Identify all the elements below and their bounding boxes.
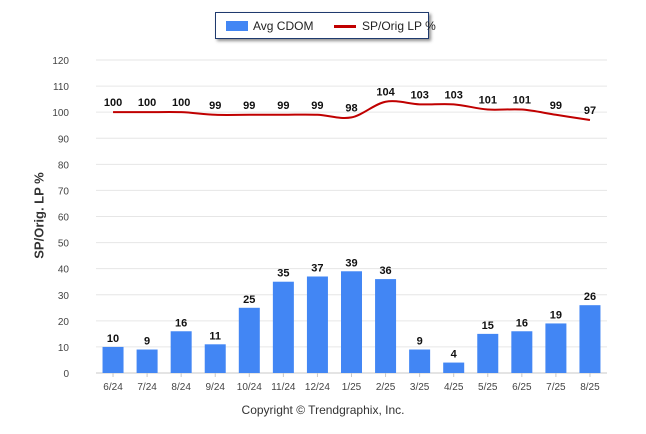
y-tick-label: 60 [58, 213, 70, 224]
x-tick-label: 8/25 [580, 382, 600, 393]
y-tick-label: 0 [63, 369, 69, 380]
line-path [113, 100, 591, 121]
y-tick-label: 100 [52, 108, 69, 119]
bar [272, 281, 294, 373]
x-tick-label: 8/24 [171, 382, 191, 393]
x-tick-label: 3/25 [410, 382, 430, 393]
bar-labels: 10 9 16 11 25 35 37 39 36 9 4 15 16 19 26 [107, 257, 596, 360]
line-value-label: 100 [104, 97, 122, 109]
bar [204, 344, 226, 373]
line-series [113, 100, 591, 121]
bar [477, 333, 499, 373]
x-tick-label: 2/25 [376, 382, 396, 393]
x-tick-label: 6/25 [512, 382, 532, 393]
line-value-label: 101 [513, 95, 531, 107]
line-value-label: 99 [311, 100, 323, 112]
x-tick-label: 6/24 [103, 382, 123, 393]
bar [409, 349, 431, 373]
line-value-label: 97 [584, 105, 596, 117]
line-value-label: 103 [445, 89, 463, 101]
bar-value-label: 19 [550, 309, 562, 321]
x-axis-ticks: 6/24 7/24 8/24 9/24 10/24 11/24 12/24 1/25 2/25 3… [103, 373, 600, 393]
line-value-label: 100 [172, 97, 190, 109]
x-tick-label: 7/24 [137, 382, 157, 393]
legend-label-sp-orig-lp: SP/Orig LP % [362, 19, 436, 33]
bar [341, 271, 362, 373]
x-tick-label: 1/25 [342, 382, 362, 393]
bar-value-label: 16 [516, 317, 528, 329]
x-tick-label: 5/25 [478, 382, 498, 393]
bar-value-label: 39 [345, 257, 357, 269]
y-tick-label: 50 [58, 239, 70, 250]
bar-series [102, 271, 601, 373]
line-labels: 100 100 100 99 99 99 99 98 104 103 103 101 101 99 97 [104, 87, 596, 117]
y-tick-label: 20 [58, 317, 70, 328]
bar-value-label: 37 [311, 262, 323, 274]
copyright: Copyright © Trendgraphix, Inc. [241, 403, 405, 417]
line-value-label: 104 [376, 87, 395, 99]
bar [238, 307, 260, 373]
x-tick-label: 9/24 [205, 382, 225, 393]
line-value-label: 103 [410, 89, 428, 101]
line-value-label: 99 [550, 100, 562, 112]
y-tick-label: 70 [58, 186, 70, 197]
line-value-label: 101 [479, 95, 497, 107]
bar [306, 276, 328, 373]
bar [511, 331, 533, 373]
line-value-label: 99 [209, 100, 221, 112]
y-axis-ticks: 0 10 20 30 40 50 60 70 80 90 100 110 120 [52, 56, 69, 380]
y-tick-label: 40 [58, 265, 70, 276]
bar-value-label: 15 [482, 320, 494, 332]
line-value-label: 100 [138, 97, 156, 109]
x-tick-label: 12/24 [305, 382, 330, 393]
bar-value-label: 36 [379, 265, 391, 277]
bar-value-label: 9 [144, 336, 150, 348]
y-tick-label: 80 [58, 160, 70, 171]
x-tick-label: 4/25 [444, 382, 464, 393]
bar-value-label: 10 [107, 333, 119, 345]
bar [443, 362, 465, 373]
y-tick-label: 30 [58, 291, 70, 302]
bar [375, 279, 397, 373]
bar-value-label: 11 [209, 330, 221, 342]
bar-value-label: 16 [175, 317, 187, 329]
legend-line-swatch [334, 25, 356, 28]
x-tick-label: 7/25 [546, 382, 566, 393]
bar [102, 346, 124, 373]
legend-label-avg-cdom: Avg CDOM [253, 19, 314, 33]
bar [579, 305, 601, 373]
y-tick-label: 110 [53, 82, 69, 93]
x-tick-label: 11/24 [271, 382, 296, 393]
legend: Avg CDOM SP/Orig LP % [215, 12, 436, 39]
legend-bar-swatch [226, 21, 248, 31]
y-axis-title: SP/Orig. LP % [31, 172, 47, 259]
line-value-label: 99 [243, 100, 255, 112]
bar-value-label: 4 [451, 349, 458, 361]
line-value-label: 99 [277, 100, 289, 112]
x-tick-label: 10/24 [237, 382, 262, 393]
line-value-label: 98 [345, 102, 357, 114]
bar-value-label: 9 [417, 336, 423, 348]
bar-value-label: 26 [584, 291, 596, 303]
bar [170, 331, 192, 373]
bar-value-label: 35 [277, 268, 289, 280]
bar [545, 323, 567, 373]
bar-value-label: 25 [243, 294, 255, 306]
y-tick-label: 90 [58, 134, 70, 145]
bar [136, 349, 158, 373]
y-tick-label: 120 [52, 56, 69, 67]
y-tick-label: 10 [58, 343, 70, 354]
